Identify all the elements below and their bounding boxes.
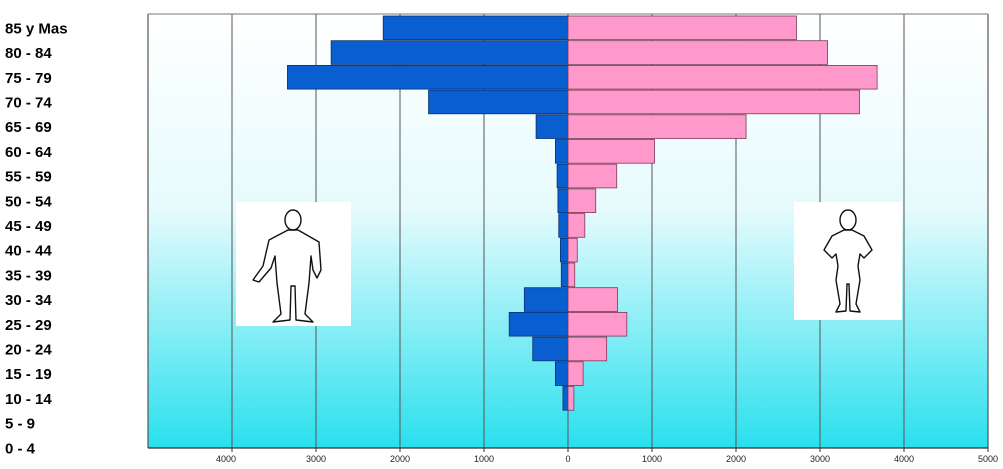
- x-tick-label: 2000: [390, 454, 410, 464]
- category-label: 65 - 69: [5, 119, 52, 136]
- category-label: 5 - 9: [5, 416, 35, 433]
- bar-right: [567, 163, 618, 189]
- bar-right: [567, 188, 597, 213]
- male-figure-box: [236, 202, 351, 326]
- category-label: 60 - 64: [5, 144, 52, 161]
- category-label: 85 y Mas: [5, 20, 68, 37]
- x-tick-label: 3000: [810, 454, 830, 464]
- bar-left: [562, 386, 569, 411]
- bar-left: [532, 336, 569, 362]
- bar-left: [560, 262, 569, 288]
- x-tick-label: 2000: [726, 454, 746, 464]
- bar-left: [382, 15, 569, 41]
- category-label: 40 - 44: [5, 243, 52, 260]
- bar-left: [535, 114, 569, 139]
- x-tick-label: 4000: [216, 454, 236, 464]
- bar-right: [567, 287, 618, 312]
- category-label: 55 - 59: [5, 169, 52, 186]
- category-label: 50 - 54: [5, 193, 52, 210]
- axes: 85 y Mas 80 - 84 75 - 79 70 - 74 65 - 69 60 -…: [5, 20, 998, 464]
- category-label: 35 - 39: [5, 267, 52, 284]
- bar-right: [567, 262, 576, 288]
- category-label: 70 - 74: [5, 94, 52, 111]
- bar-right: [567, 386, 575, 411]
- bar-left: [557, 188, 569, 213]
- bar-right: [567, 65, 878, 90]
- category-label: 25 - 29: [5, 317, 52, 334]
- bar-left: [508, 311, 569, 337]
- figure-body: [252, 229, 322, 323]
- figure-body: [823, 229, 873, 313]
- category-label: 80 - 84: [5, 45, 52, 62]
- x-tick-label: 1000: [474, 454, 494, 464]
- x-tick-label: 3000: [306, 454, 326, 464]
- bar-right: [567, 213, 586, 238]
- bar-left: [555, 361, 569, 386]
- bar-left: [330, 40, 569, 65]
- x-tick-label: 1000: [642, 454, 662, 464]
- bar-right: [567, 139, 655, 164]
- bar-right: [567, 40, 828, 65]
- male-figure-icon: [252, 209, 322, 323]
- bar-right: [567, 336, 608, 362]
- x-tick-label: 0: [565, 454, 570, 464]
- category-label: 10 - 14: [5, 391, 52, 408]
- bar-right: [567, 237, 578, 263]
- category-label: 0 - 4: [5, 440, 36, 457]
- bar-right: [567, 311, 628, 337]
- female-figure-box: [794, 202, 902, 320]
- bar-left: [560, 237, 569, 263]
- bar-right: [567, 15, 797, 41]
- bar-left: [523, 287, 569, 312]
- figure-icons: [236, 202, 902, 326]
- bar-left: [556, 163, 569, 189]
- bar-left: [558, 213, 569, 238]
- bar-right: [567, 114, 747, 139]
- category-label: 75 - 79: [5, 70, 52, 87]
- category-label: 45 - 49: [5, 218, 52, 235]
- bar-right: [567, 89, 860, 115]
- x-tick-label: 4000: [894, 454, 914, 464]
- bar-right: [567, 361, 584, 386]
- category-label: 15 - 19: [5, 366, 52, 383]
- bar-left: [428, 89, 569, 115]
- bar-left: [287, 65, 569, 90]
- category-label: 30 - 34: [5, 292, 52, 309]
- bars: [287, 15, 878, 411]
- female-figure-icon: [823, 209, 873, 313]
- x-tick-label: 5000: [978, 454, 998, 464]
- category-label: 20 - 24: [5, 341, 52, 358]
- bar-left: [555, 139, 569, 164]
